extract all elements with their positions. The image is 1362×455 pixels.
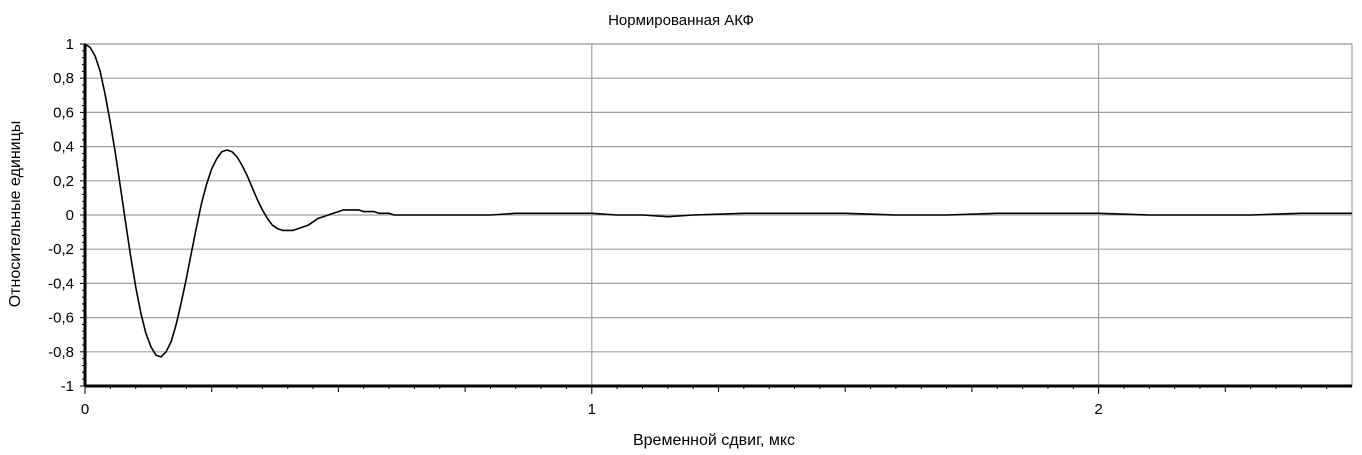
y-tick-label: 0: [66, 207, 74, 224]
acf-series-line: [84, 43, 1352, 358]
y-axis-ticks: 1 0,8 0,6 0,4 0,2 0 -0,2 -0,4 -0,6 -0,8 -1: [48, 36, 85, 395]
chart-title: Нормированная АКФ: [608, 12, 754, 29]
y-tick-label: -0,4: [48, 275, 74, 292]
y-tick-label: 0,4: [53, 139, 74, 156]
y-tick-label: -0,2: [48, 241, 74, 258]
y-tick-label: -0,8: [48, 344, 74, 361]
x-tick-label: 2: [1094, 401, 1102, 418]
x-tick-label: 0: [81, 401, 89, 418]
x-axis-ticks: 0 1 2: [81, 386, 1328, 418]
y-tick-label: 0,8: [53, 70, 74, 87]
series-group: [84, 43, 1352, 358]
y-tick-label: 0,2: [53, 173, 74, 190]
y-tick-label: -1: [61, 378, 74, 395]
y-tick-label: 1: [66, 36, 74, 53]
y-tick-label: 0,6: [53, 104, 74, 121]
x-tick-label: 1: [588, 401, 596, 418]
y-axis-label: Относительные единицы: [7, 121, 24, 308]
y-tick-label: -0,6: [48, 310, 74, 327]
x-axis-label: Временной сдвиг, мкс: [633, 432, 795, 449]
